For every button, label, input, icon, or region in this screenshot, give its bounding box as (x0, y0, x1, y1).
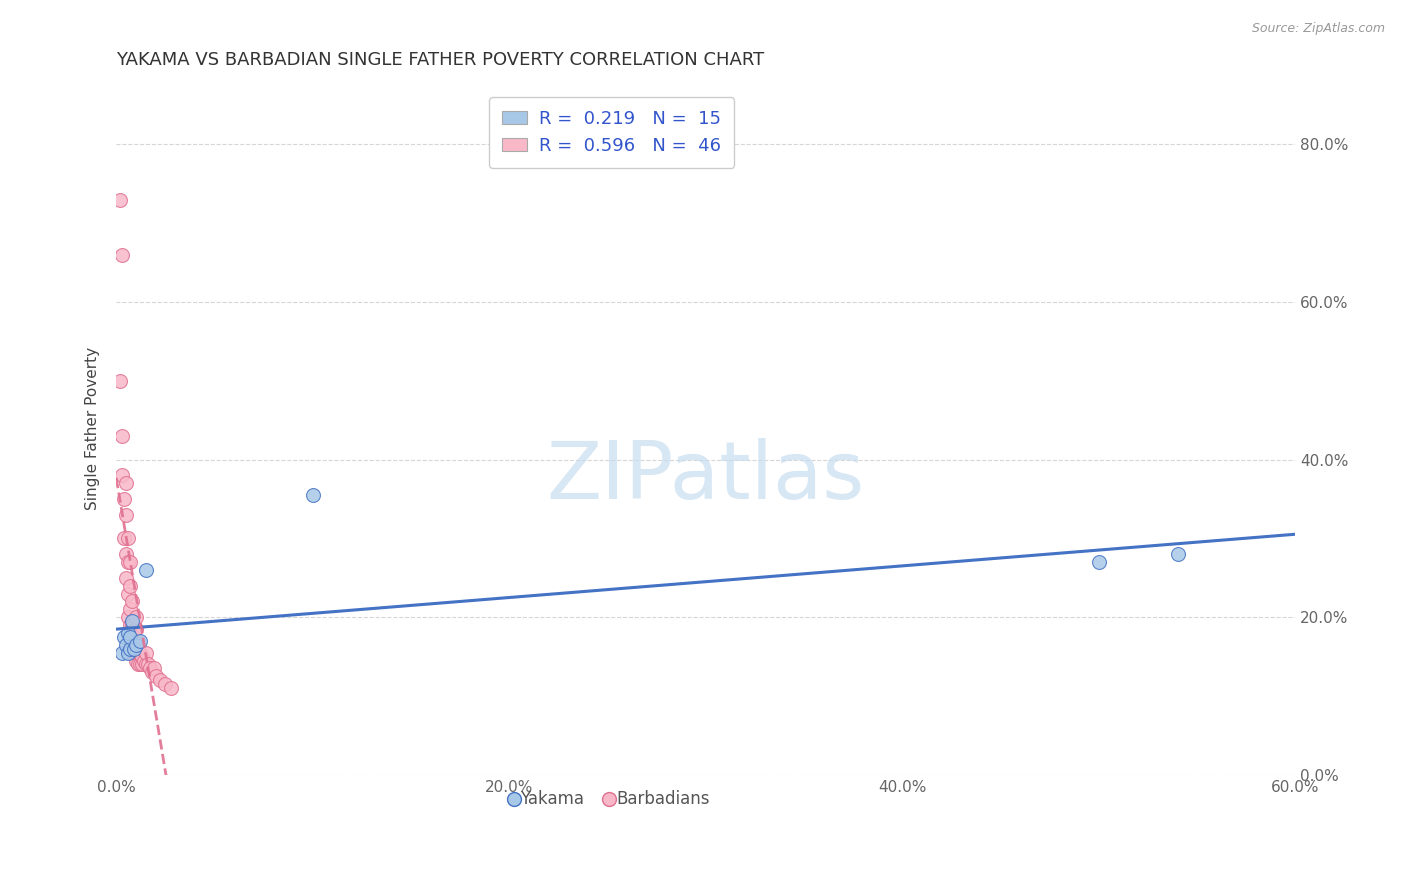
Point (148, 673, 170, 688)
Point (128, 657, 150, 672)
Point (117, 555, 139, 569)
Point (117, 626, 139, 640)
Point (127, 646, 149, 660)
Point (145, 669, 167, 683)
Point (128, 646, 150, 660)
Point (117, 586, 139, 600)
Point (115, 638, 138, 652)
Point (122, 641, 145, 656)
Point (118, 579, 141, 593)
Point (115, 508, 138, 522)
Point (118, 641, 141, 656)
Point (142, 661, 165, 675)
Text: Source: ZipAtlas.com: Source: ZipAtlas.com (1251, 22, 1385, 36)
Point (125, 638, 148, 652)
Point (301, 488, 323, 502)
Point (108, 193, 131, 207)
Point (136, 657, 159, 672)
Point (111, 646, 134, 660)
Point (118, 618, 141, 632)
Point (108, 374, 131, 388)
Point (111, 468, 134, 483)
Point (115, 571, 138, 585)
Point (128, 633, 150, 648)
Point (121, 594, 143, 608)
Point (111, 429, 134, 443)
Legend: Yakama, Barbadians: Yakama, Barbadians (508, 784, 716, 815)
Point (135, 646, 157, 660)
Y-axis label: Single Father Poverty: Single Father Poverty (86, 346, 100, 509)
Point (118, 633, 141, 648)
Point (155, 677, 177, 691)
Point (121, 633, 143, 648)
Point (1088, 555, 1111, 569)
Point (115, 547, 138, 561)
Point (1167, 547, 1189, 561)
Point (131, 649, 153, 664)
Point (117, 532, 139, 546)
Point (112, 491, 135, 506)
Point (122, 646, 145, 660)
Point (118, 602, 141, 616)
Text: ZIPatlas: ZIPatlas (547, 438, 865, 516)
Point (125, 646, 148, 660)
Point (125, 610, 148, 624)
Point (125, 633, 148, 648)
Point (141, 665, 163, 680)
Point (125, 654, 148, 668)
Text: YAKAMA VS BARBADIAN SINGLE FATHER POVERTY CORRELATION CHART: YAKAMA VS BARBADIAN SINGLE FATHER POVERT… (117, 51, 765, 69)
Point (117, 610, 139, 624)
Point (127, 657, 149, 672)
Point (111, 248, 134, 262)
Point (131, 657, 153, 672)
Point (118, 630, 141, 644)
Point (117, 646, 139, 660)
Point (138, 661, 160, 675)
Point (115, 476, 138, 491)
Point (121, 618, 143, 632)
Point (125, 622, 148, 636)
Point (135, 563, 157, 577)
Point (112, 532, 135, 546)
Point (112, 630, 135, 644)
Point (122, 630, 145, 644)
Point (121, 646, 143, 660)
Point (118, 555, 141, 569)
Point (132, 654, 155, 668)
Point (121, 614, 143, 628)
Point (135, 657, 157, 672)
Point (160, 681, 183, 695)
